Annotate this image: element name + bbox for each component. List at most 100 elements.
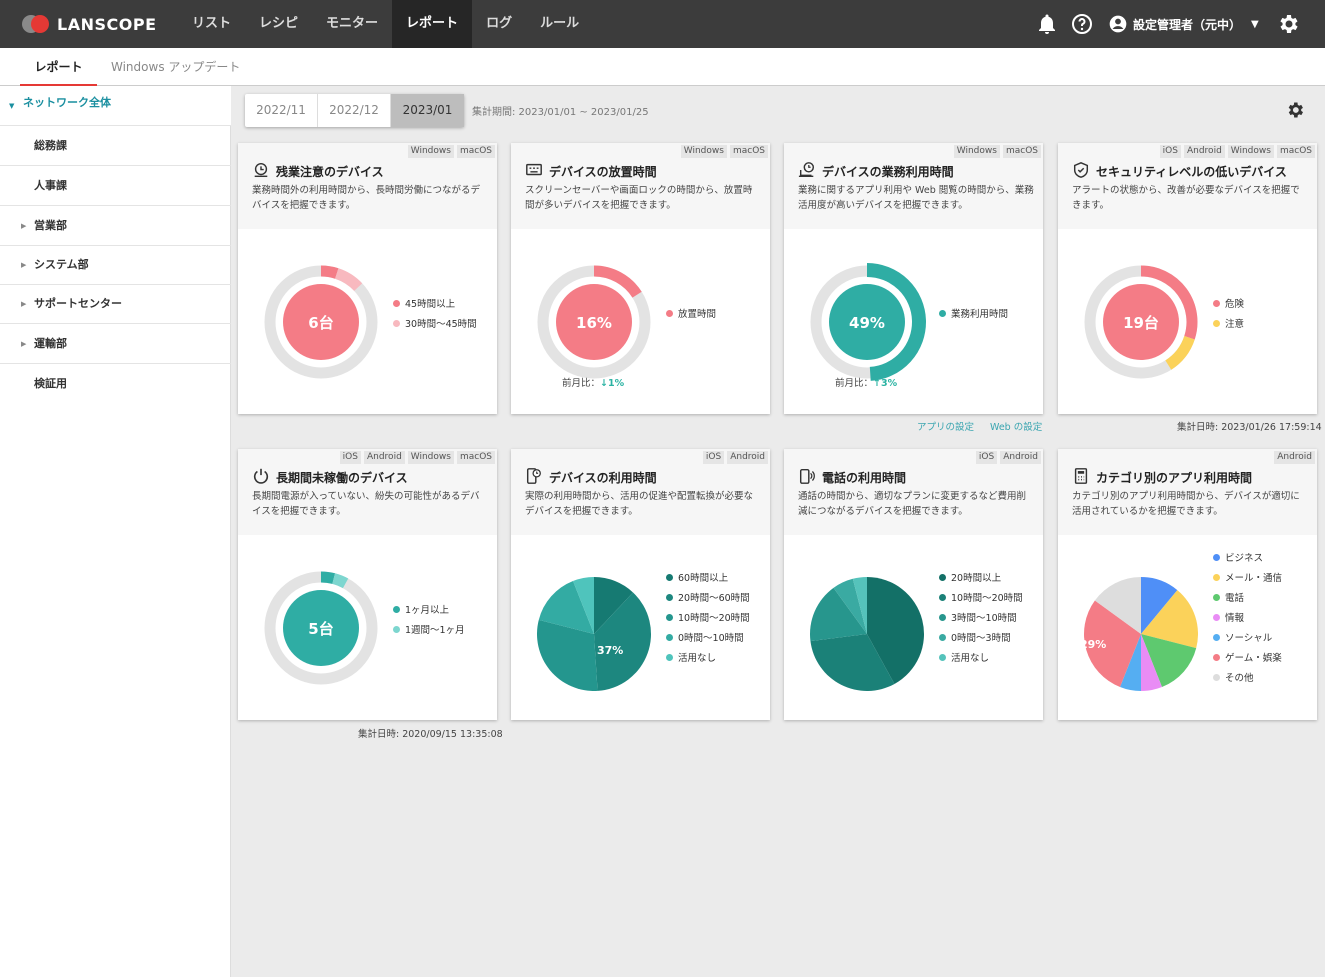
pie-slice[interactable] xyxy=(810,587,867,642)
clock-icon xyxy=(254,162,268,178)
donut-segment[interactable] xyxy=(320,265,339,279)
pie-slice[interactable] xyxy=(867,577,924,684)
legend-item[interactable]: 0時間〜3時間 xyxy=(939,627,1023,647)
tab-report[interactable]: レポート xyxy=(20,48,97,86)
nav-recipe[interactable]: レシピ xyxy=(259,16,299,31)
legend-item[interactable]: 注意 xyxy=(1213,313,1244,333)
donut-segment[interactable] xyxy=(1140,265,1198,340)
period-2023-01[interactable]: 2023/01 xyxy=(391,94,464,127)
report-card[interactable]: iOS Android 電話の利用時間 通話の時間から、適切なプランに変更するなど… xyxy=(784,449,1043,720)
legend-item[interactable]: 電話 xyxy=(1213,587,1282,607)
legend-item[interactable]: 20時間以上 xyxy=(939,567,1023,587)
card-chart xyxy=(810,577,924,691)
sub-nav: レポート Windows アップデート xyxy=(0,48,1325,86)
card-title: 残業注意のデバイス xyxy=(276,165,384,179)
legend-dot xyxy=(666,573,673,581)
nav-log[interactable]: ログ xyxy=(486,16,513,31)
legend-item[interactable]: 60時間以上 xyxy=(666,567,750,587)
donut-segment[interactable] xyxy=(334,268,363,292)
pie-slice[interactable] xyxy=(1094,577,1141,634)
sidebar-item-general-affairs[interactable]: 総務課 xyxy=(0,126,231,166)
pie-slice[interactable] xyxy=(810,634,895,691)
donut-segment[interactable] xyxy=(866,263,926,381)
pie-slice[interactable] xyxy=(1141,590,1198,649)
legend-item[interactable]: 10時間〜20時間 xyxy=(666,607,750,627)
legend-item[interactable]: 20時間〜60時間 xyxy=(666,587,750,607)
pie-center-label: 37% xyxy=(597,644,624,657)
legend-item[interactable]: 1週間〜1ヶ月 xyxy=(393,619,465,639)
report-card[interactable]: iOS Android Windows macOS セキュリティレベルの低いデバイス … xyxy=(1058,143,1317,414)
sidebar-item-verification[interactable]: 検証用 xyxy=(0,364,231,404)
sidebar-item-hr[interactable]: 人事課 xyxy=(0,166,231,206)
bell-icon[interactable] xyxy=(1035,12,1059,36)
donut-segment[interactable] xyxy=(332,573,349,589)
report-card[interactable]: Android カテゴリ別のアプリ利用時間 カテゴリ別のアプリ利用時間から、デバ… xyxy=(1058,449,1317,720)
pie-slice[interactable] xyxy=(1141,634,1162,691)
sidebar-item-network-all[interactable]: ▼ ネットワーク全体 xyxy=(0,86,231,126)
top-bar: LANSCOPE リスト レシピ モニター レポート ログ ルール 設定管理者（… xyxy=(0,0,1325,48)
pie-slice[interactable] xyxy=(1141,634,1197,687)
legend-item[interactable]: ゲーム・娯楽 xyxy=(1213,647,1282,667)
pie-slice[interactable] xyxy=(594,577,634,634)
os-tags: Windows macOS xyxy=(407,145,495,158)
pie-slice[interactable] xyxy=(1120,634,1141,691)
app-settings-link[interactable]: アプリの設定 xyxy=(917,422,975,433)
legend-item[interactable]: 1ヶ月以上 xyxy=(393,599,465,619)
pie-slice[interactable] xyxy=(833,578,867,634)
nav-list[interactable]: リスト xyxy=(192,16,232,31)
legend-item[interactable]: 活用なし xyxy=(939,647,1023,667)
keyboard-icon xyxy=(526,163,542,176)
donut-segment[interactable] xyxy=(320,571,336,584)
nav-report[interactable]: レポート xyxy=(392,0,473,48)
pie-slice[interactable] xyxy=(594,592,651,691)
gear-icon[interactable] xyxy=(1276,12,1300,36)
legend-item[interactable]: 0時間〜10時間 xyxy=(666,627,750,647)
report-card[interactable]: Windows macOS デバイスの放置時間 スクリーンセーバーや画面ロックの時… xyxy=(511,143,770,414)
pie-slice[interactable] xyxy=(537,619,598,691)
period-2022-11[interactable]: 2022/11 xyxy=(245,94,318,127)
report-card[interactable]: Windows macOS 残業注意のデバイス 業務時間外の利用時間から、長時間労… xyxy=(238,143,497,414)
legend-item[interactable]: 危険 xyxy=(1213,293,1244,313)
tab-windows-update[interactable]: Windows アップデート xyxy=(111,60,241,74)
legend-item[interactable]: ビジネス xyxy=(1213,547,1282,567)
period-2022-12[interactable]: 2022/12 xyxy=(318,94,391,127)
pie-slice[interactable] xyxy=(852,577,867,634)
sidebar-item-transport[interactable]: ▶ 運輸部 xyxy=(0,324,231,364)
donut-segment[interactable] xyxy=(593,265,642,298)
chevron-down-icon: ▼ xyxy=(1251,18,1259,30)
nav-rule[interactable]: ルール xyxy=(540,16,580,31)
help-icon[interactable] xyxy=(1070,12,1094,36)
report-card[interactable]: iOS Android デバイスの利用時間 実際の利用時間から、活用の促進や配置転… xyxy=(511,449,770,720)
pie-slice[interactable] xyxy=(1084,600,1141,687)
web-settings-link[interactable]: Web の設定 xyxy=(990,422,1043,433)
sidebar-item-system[interactable]: ▶ システム部 xyxy=(0,245,231,285)
pie-slice[interactable] xyxy=(573,577,594,634)
sidebar-item-sales[interactable]: ▶ 営業部 xyxy=(0,206,231,246)
legend-item[interactable]: 活用なし xyxy=(666,647,750,667)
legend-item[interactable]: 30時間〜45時間 xyxy=(393,313,477,333)
legend-item[interactable]: 放置時間 xyxy=(666,303,716,323)
legend-item[interactable]: 3時間〜10時間 xyxy=(939,607,1023,627)
legend-dot xyxy=(939,633,946,641)
legend-item[interactable]: 45時間以上 xyxy=(393,293,477,313)
card-description: 業務時間外の利用時間から、長時間労働につながるデバイスを把握できます。 xyxy=(252,185,481,211)
pie-slice[interactable] xyxy=(1141,577,1178,634)
donut-segment[interactable] xyxy=(1165,335,1195,370)
report-card[interactable]: iOS Android Windows macOS 長期間未稼働のデバイス 長期間電源… xyxy=(238,449,497,720)
user-menu[interactable]: 設定管理者（元中） ▼ xyxy=(1108,13,1259,35)
legend-item[interactable]: 10時間〜20時間 xyxy=(939,587,1023,607)
legend-item[interactable]: 情報 xyxy=(1213,607,1282,627)
nav-monitor[interactable]: モニター xyxy=(326,16,379,31)
sidebar-item-support[interactable]: ▶ サポートセンター xyxy=(0,284,231,324)
legend-item[interactable]: ソーシャル xyxy=(1213,627,1282,647)
report-card[interactable]: Windows macOS デバイスの業務利用時間 業務に関するアプリ利用や We… xyxy=(784,143,1043,414)
card-title: デバイスの業務利用時間 xyxy=(822,165,954,179)
legend-label: メール・通信 xyxy=(1225,573,1283,584)
settings-gear-icon[interactable] xyxy=(1285,100,1305,120)
legend-item[interactable]: 業務利用時間 xyxy=(939,303,1008,323)
pie-slice[interactable] xyxy=(538,581,594,634)
legend-item[interactable]: その他 xyxy=(1213,667,1282,687)
legend-item[interactable]: メール・通信 xyxy=(1213,567,1282,587)
lanscope-logo[interactable]: LANSCOPE xyxy=(22,13,157,35)
donut-center xyxy=(1103,284,1179,360)
